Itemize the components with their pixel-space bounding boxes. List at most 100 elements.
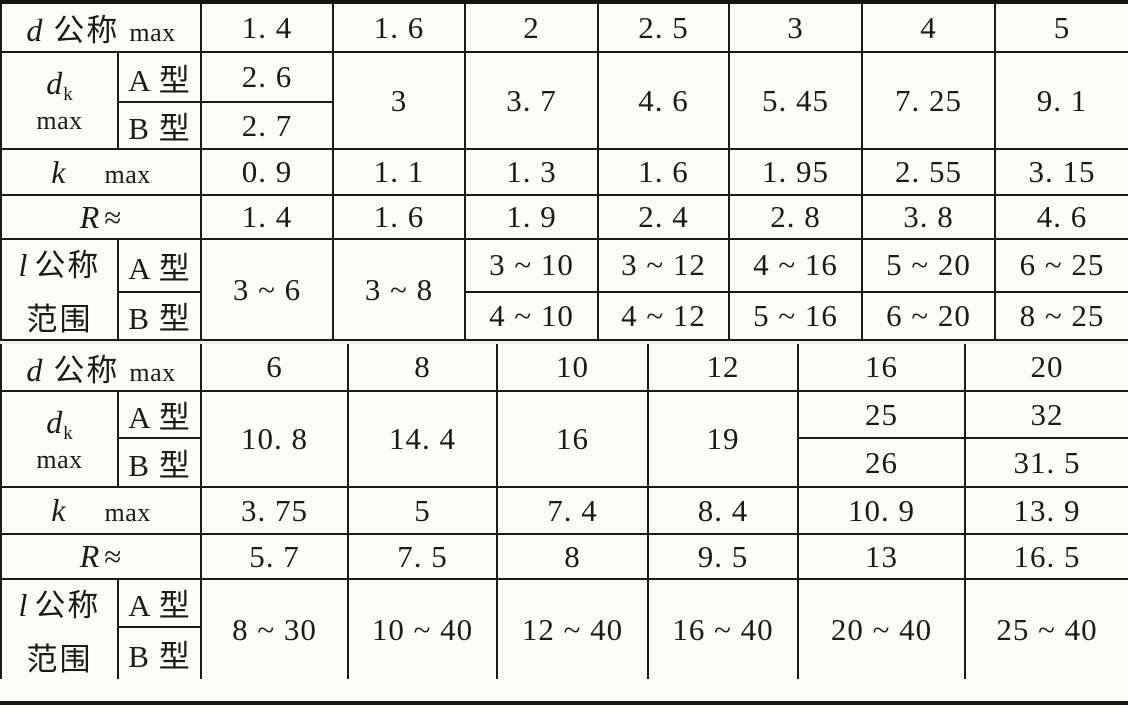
row-l-type-a: l 公称 范围 A 型 3 ~ 6 3 ~ 8 3 ~ 10 3 ~ 12 4 …: [0, 238, 1128, 341]
k-value-cell: 1. 6: [597, 148, 731, 196]
r-value-cell: 2. 8: [728, 194, 864, 240]
row-dk-type-b: B 型 2. 7: [1, 101, 1128, 150]
l-range-cell: 3 ~ 12: [597, 238, 731, 293]
dk-value-cell: 3. 7: [464, 51, 600, 150]
type-b-cell: B 型: [116, 437, 203, 488]
l-range-cell: 8 ~ 25: [994, 290, 1128, 342]
row-label-r-approx: R ≈: [0, 194, 203, 240]
spec-table-top: d 公称 max 1. 4 1. 6 2 2. 5 3 4 5 dk max: [0, 4, 1128, 342]
l-range-cell: 4 ~ 10: [464, 290, 600, 342]
d-value-cell: 3: [728, 4, 864, 53]
dk-value-cell: 32: [964, 390, 1128, 439]
dk-value-cell: 16: [496, 390, 650, 488]
r-value-cell: 16. 5: [964, 533, 1128, 580]
r-value-cell: 2. 4: [597, 194, 731, 240]
d-value-cell: 20: [964, 344, 1128, 392]
l-range-cell: 3 ~ 6: [200, 238, 335, 341]
r-value-cell: 9. 5: [647, 533, 800, 580]
var-r: R: [79, 538, 101, 574]
type-a-cell: A 型: [116, 51, 203, 103]
dk-value-cell: 25: [797, 390, 967, 439]
subscript-k: k: [63, 84, 73, 105]
d-value-cell: 1. 6: [332, 4, 467, 53]
l-range-cell: 16 ~ 40: [647, 578, 800, 679]
row-k-max: k max 0. 9 1. 1 1. 3 1. 6 1. 95 2. 55 3.…: [0, 148, 1128, 196]
k-value-cell: 7. 4: [496, 486, 650, 535]
row-l-type-b: B 型: [1, 625, 1128, 679]
d-value-cell: 2: [464, 4, 600, 53]
l-range-cell: 5 ~ 16: [728, 290, 864, 342]
row-r-approx: R ≈ 1. 4 1. 6 1. 9 2. 4 2. 8 3. 8 4. 6: [0, 194, 1128, 240]
k-value-cell: 1. 1: [332, 148, 467, 196]
l-range-cell: 5 ~ 20: [861, 238, 997, 293]
var-r: R: [79, 198, 101, 235]
dk-value-cell: 2. 7: [200, 101, 334, 150]
dk-value-cell: 14. 4: [347, 390, 499, 488]
d-value-cell: 6: [200, 344, 350, 392]
label-nominal: 公称: [53, 352, 120, 388]
dk-value-cell: 9. 1: [994, 51, 1128, 150]
row-k-max: k max 3. 75 5 7. 4 8. 4 10. 9 13. 9: [0, 486, 1128, 535]
l-range-cell: 25 ~ 40: [964, 578, 1128, 679]
d-value-cell: 10: [496, 344, 650, 392]
r-value-cell: 5. 7: [200, 533, 350, 580]
r-value-cell: 1. 4: [200, 194, 335, 240]
row-dk-type-a: dk max A 型 10. 8 14. 4 16 19 25 32: [0, 390, 1128, 488]
var-l: l: [18, 587, 29, 623]
l-range-cell: 12 ~ 40: [496, 578, 650, 679]
row-label-k-max: k max: [0, 148, 203, 196]
approx-symbol: ≈: [104, 199, 123, 235]
k-value-cell: 8. 4: [647, 486, 800, 535]
dk-value-cell: 26: [797, 437, 967, 488]
label-max: max: [104, 159, 151, 189]
dk-value-cell: 5. 45: [728, 51, 864, 150]
label-max: max: [36, 444, 83, 474]
d-value-cell: 1. 4: [200, 4, 335, 53]
type-b-cell: B 型: [116, 290, 203, 342]
k-value-cell: 5: [347, 486, 499, 535]
r-value-cell: 3. 8: [861, 194, 997, 240]
dk-value-cell: 4. 6: [597, 51, 731, 150]
var-d: d: [26, 351, 44, 388]
l-range-cell: 20 ~ 40: [797, 578, 967, 679]
spec-table-bottom: d 公称 max 6 8 10 12 16 20 dk max A 型: [0, 344, 1128, 679]
r-value-cell: 8: [496, 533, 650, 580]
var-d: d: [46, 403, 64, 440]
row-label-d-nominal-max: d 公称 max: [0, 4, 203, 53]
l-range-cell: 6 ~ 25: [994, 238, 1128, 293]
r-value-cell: 1. 9: [464, 194, 600, 240]
d-value-cell: 2. 5: [597, 4, 731, 53]
row-d-nominal: d 公称 max 6 8 10 12 16 20: [0, 344, 1128, 392]
row-label-dk-max: dk max: [0, 51, 119, 150]
var-l: l: [18, 247, 29, 283]
dk-value-cell: 3: [332, 51, 467, 150]
l-range-cell: 4 ~ 16: [728, 238, 864, 293]
l-range-cell: 10 ~ 40: [347, 578, 499, 679]
label-max: max: [129, 357, 176, 387]
var-d: d: [26, 12, 44, 48]
d-value-cell: 16: [797, 344, 967, 392]
label-nominal: 公称: [53, 13, 120, 48]
k-value-cell: 10. 9: [797, 486, 967, 535]
var-k: k: [51, 153, 67, 190]
l-range-cell: 4 ~ 12: [597, 290, 731, 342]
row-r-approx: R ≈ 5. 7 7. 5 8 9. 5 13 16. 5: [0, 533, 1128, 580]
d-value-cell: 12: [647, 344, 800, 392]
r-value-cell: 4. 6: [994, 194, 1128, 240]
r-value-cell: 1. 6: [332, 194, 467, 240]
type-b-cell: B 型: [116, 101, 203, 150]
dk-value-cell: 19: [647, 390, 800, 488]
label-max: max: [36, 106, 83, 135]
r-value-cell: 7. 5: [347, 533, 499, 580]
row-l-type-b: B 型 4 ~ 10 4 ~ 12 5 ~ 16 6 ~ 20 8 ~ 25: [1, 290, 1128, 342]
row-dk-type-a: dk max A 型 2. 6 3 3. 7 4. 6 5. 45 7. 25 …: [0, 51, 1128, 150]
d-value-cell: 5: [994, 4, 1128, 53]
row-label-l-range: l 公称 范围: [0, 578, 119, 679]
k-value-cell: 2. 55: [861, 148, 997, 196]
type-a-cell: A 型: [116, 578, 203, 628]
r-value-cell: 13: [797, 533, 967, 580]
type-b-cell: B 型: [116, 625, 202, 679]
dk-value-cell: 10. 8: [200, 390, 350, 488]
k-value-cell: 3. 15: [994, 148, 1128, 196]
